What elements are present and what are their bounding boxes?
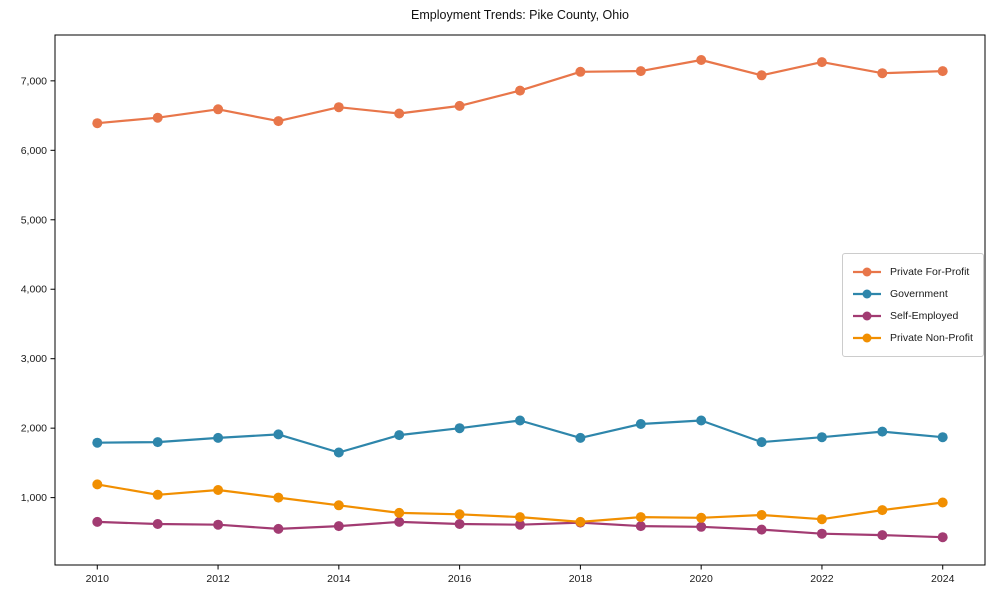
y-tick-label: 5,000 [21,214,47,226]
data-point-private-non-profit-2014 [333,500,344,511]
legend-marker-icon [853,333,881,343]
data-point-private-for-profit-2010 [92,118,103,129]
data-point-private-non-profit-2016 [454,509,465,520]
data-point-private-for-profit-2015 [394,108,405,119]
data-point-government-2013 [273,429,284,440]
legend-item-private-non-profit: Private Non-Profit [852,327,973,349]
data-point-private-for-profit-2017 [515,85,525,96]
data-point-private-non-profit-2011 [152,489,163,500]
data-point-self-employed-2020 [696,521,707,532]
data-point-government-2018 [575,432,586,443]
x-tick-label: 2022 [810,573,834,585]
y-tick-label: 7,000 [21,75,47,87]
legend: Private For-Profit Government Self-Employe… [842,253,984,357]
data-point-government-2017 [515,415,525,426]
x-tick-label: 2024 [931,573,955,585]
series-private-for-profit [92,55,948,129]
data-point-government-2012 [213,432,224,443]
data-point-private-non-profit-2018 [575,516,586,527]
data-point-government-2010 [92,437,103,448]
data-point-government-2021 [756,437,767,448]
data-point-self-employed-2023 [877,530,888,541]
data-point-private-for-profit-2018 [575,66,586,77]
data-point-private-non-profit-2022 [816,514,827,525]
data-point-self-employed-2017 [515,519,525,530]
data-point-government-2011 [152,437,163,448]
legend-marker-icon [853,311,881,321]
legend-label: Government [890,288,948,300]
y-tick-label: 6,000 [21,145,47,157]
x-axis: 2010 2012 2014 2016 2018 2020 2022 2024 [86,565,955,585]
data-point-private-non-profit-2021 [756,510,767,520]
legend-label: Private Non-Profit [890,332,973,344]
y-axis: 1,000 2,000 3,000 4,000 5,000 6,000 7,000 [21,75,55,504]
data-point-private-for-profit-2022 [816,57,827,68]
x-tick-label: 2014 [327,573,351,585]
data-point-private-non-profit-2010 [92,479,103,490]
data-point-self-employed-2024 [937,532,948,543]
data-point-private-for-profit-2019 [635,66,646,77]
data-point-self-employed-2014 [333,521,344,532]
data-point-private-for-profit-2011 [152,112,163,123]
data-point-private-for-profit-2013 [273,116,284,127]
data-point-government-2024 [937,432,948,443]
data-point-self-employed-2019 [635,521,646,532]
data-point-private-non-profit-2013 [273,492,284,503]
legend-item-self-employed: Self-Employed [852,305,973,327]
data-point-government-2023 [877,426,888,437]
data-point-self-employed-2010 [92,516,103,527]
data-point-private-non-profit-2024 [937,497,948,508]
data-point-private-non-profit-2023 [877,505,888,516]
data-point-private-for-profit-2020 [696,55,707,65]
chart-title: Employment Trends: Pike County, Ohio [411,8,629,22]
data-point-self-employed-2016 [454,519,465,529]
legend-label: Self-Employed [890,310,959,322]
data-point-self-employed-2012 [213,519,224,530]
data-point-private-for-profit-2024 [937,66,948,77]
plot-frame [54,34,986,566]
legend-marker-icon [853,289,881,299]
data-point-government-2020 [696,415,707,426]
data-point-private-non-profit-2020 [696,512,707,523]
data-point-private-non-profit-2017 [515,512,525,523]
legend-marker-icon [853,267,881,277]
data-point-self-employed-2021 [756,524,767,535]
data-point-private-for-profit-2016 [454,100,465,111]
data-point-private-non-profit-2012 [213,485,224,495]
data-point-private-non-profit-2019 [635,512,646,523]
series-private-non-profit [92,479,948,527]
x-tick-label: 2010 [86,573,110,585]
legend-label: Private For-Profit [890,266,970,278]
data-point-government-2014 [333,447,344,458]
data-point-government-2022 [816,432,827,443]
data-point-self-employed-2013 [273,523,284,534]
data-point-government-2015 [394,430,405,441]
x-tick-label: 2020 [689,573,713,585]
y-tick-label: 3,000 [21,353,47,365]
y-tick-label: 2,000 [21,423,47,435]
data-point-private-for-profit-2014 [333,102,344,113]
x-tick-label: 2018 [569,573,593,585]
x-tick-label: 2012 [206,573,230,585]
data-point-private-for-profit-2023 [877,68,888,79]
x-tick-label: 2016 [448,573,472,585]
data-point-self-employed-2015 [394,516,405,527]
series-government [92,415,948,458]
data-point-government-2019 [635,419,646,429]
data-point-private-for-profit-2021 [756,70,767,81]
data-point-government-2016 [454,423,465,434]
y-tick-label: 4,000 [21,284,47,296]
y-tick-label: 1,000 [21,492,47,504]
data-point-private-for-profit-2012 [213,104,224,115]
data-point-private-non-profit-2015 [394,507,405,518]
data-point-self-employed-2022 [816,528,827,539]
legend-item-government: Government [852,283,973,305]
data-point-self-employed-2011 [152,519,163,529]
legend-item-private-for-profit: Private For-Profit [852,261,973,283]
